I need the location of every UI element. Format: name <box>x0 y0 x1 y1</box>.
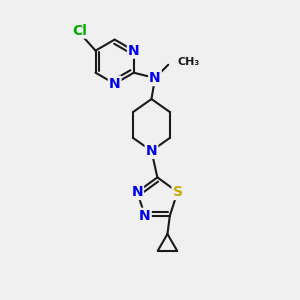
Text: S: S <box>172 185 182 199</box>
Text: N: N <box>109 77 121 91</box>
Text: N: N <box>128 44 140 58</box>
Text: N: N <box>131 185 143 199</box>
Text: Cl: Cl <box>72 24 87 38</box>
Text: N: N <box>139 209 151 223</box>
Text: N: N <box>146 144 157 158</box>
Text: CH₃: CH₃ <box>178 57 200 68</box>
Text: N: N <box>149 71 161 85</box>
